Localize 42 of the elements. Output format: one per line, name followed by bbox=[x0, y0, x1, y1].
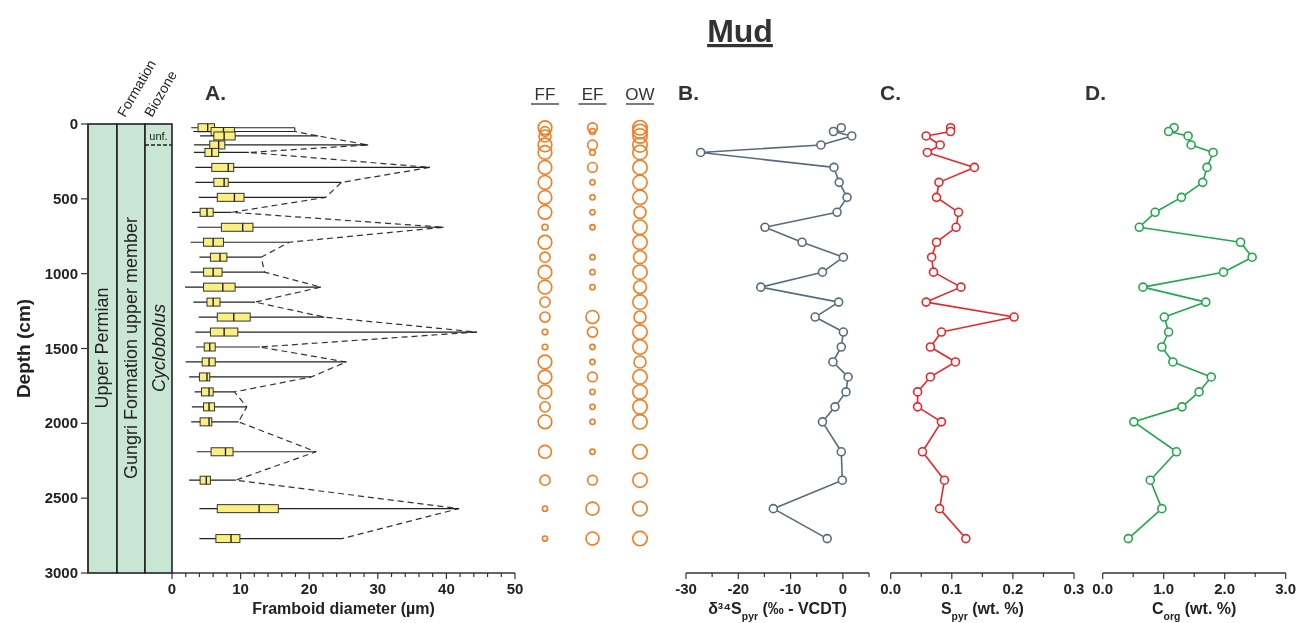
y-tick-label: 3000 bbox=[44, 564, 78, 581]
chart-title: C. bbox=[880, 81, 901, 104]
x-tick-label: 30 bbox=[369, 580, 387, 597]
y-tick-label: 2000 bbox=[44, 414, 78, 432]
x-tick-label: FF bbox=[534, 85, 556, 104]
chart-title: D. bbox=[1085, 81, 1106, 104]
x-tick-label: EF bbox=[581, 85, 604, 104]
chart-title: A. bbox=[205, 81, 226, 104]
x-tick-label: 40 bbox=[438, 580, 455, 597]
y-tick-label: 1500 bbox=[44, 339, 78, 357]
y-tick-label: 0 bbox=[69, 115, 78, 132]
x-tick-label: 0 bbox=[838, 580, 848, 597]
chart-title: B. bbox=[678, 81, 699, 104]
x-tick-label: 0.3 bbox=[1063, 580, 1085, 597]
x-tick-label: OW bbox=[625, 85, 655, 104]
x-axis-title: δ³⁴S$_{pyr}$ (‰ - VCDT) bbox=[708, 600, 847, 622]
x-tick-label: 0.1 bbox=[941, 580, 963, 597]
y-tick-label: 1000 bbox=[44, 264, 78, 282]
y-axis-title: Depth (cm) bbox=[13, 298, 34, 399]
x-tick-label: 0.0 bbox=[880, 580, 902, 597]
x-axis-title: Framboid diameter (µm) bbox=[252, 600, 435, 617]
x-tick-label: 1.0 bbox=[1153, 580, 1175, 597]
text: unf. bbox=[149, 130, 168, 142]
y-tick-label: 500 bbox=[52, 189, 78, 207]
x-tick-label: 0.0 bbox=[1092, 580, 1114, 597]
x-tick-label: 50 bbox=[506, 580, 524, 597]
text: Gungri Formation upper member bbox=[121, 216, 141, 480]
x-axis-title: S$_{pyr}$ (wt. %) bbox=[940, 600, 1024, 622]
x-tick-label: 0 bbox=[167, 580, 177, 597]
x-tick-label: 10 bbox=[232, 580, 249, 597]
x-tick-label: 3.0 bbox=[1275, 580, 1297, 597]
text: Mud bbox=[707, 13, 773, 49]
x-tick-label: 20 bbox=[300, 580, 318, 597]
x-tick-label: -10 bbox=[779, 580, 802, 597]
x-tick-label: 2.0 bbox=[1214, 580, 1236, 597]
text: Cyclobolus bbox=[149, 303, 169, 393]
x-axis-title: C$_{org}$ (wt. %) bbox=[1152, 600, 1237, 622]
text: Upper Permian bbox=[92, 287, 112, 409]
x-tick-label: -30 bbox=[675, 580, 697, 597]
y-tick-label: 2500 bbox=[44, 489, 78, 507]
x-tick-label: 0.2 bbox=[1002, 580, 1024, 597]
x-tick-label: -20 bbox=[727, 580, 750, 597]
